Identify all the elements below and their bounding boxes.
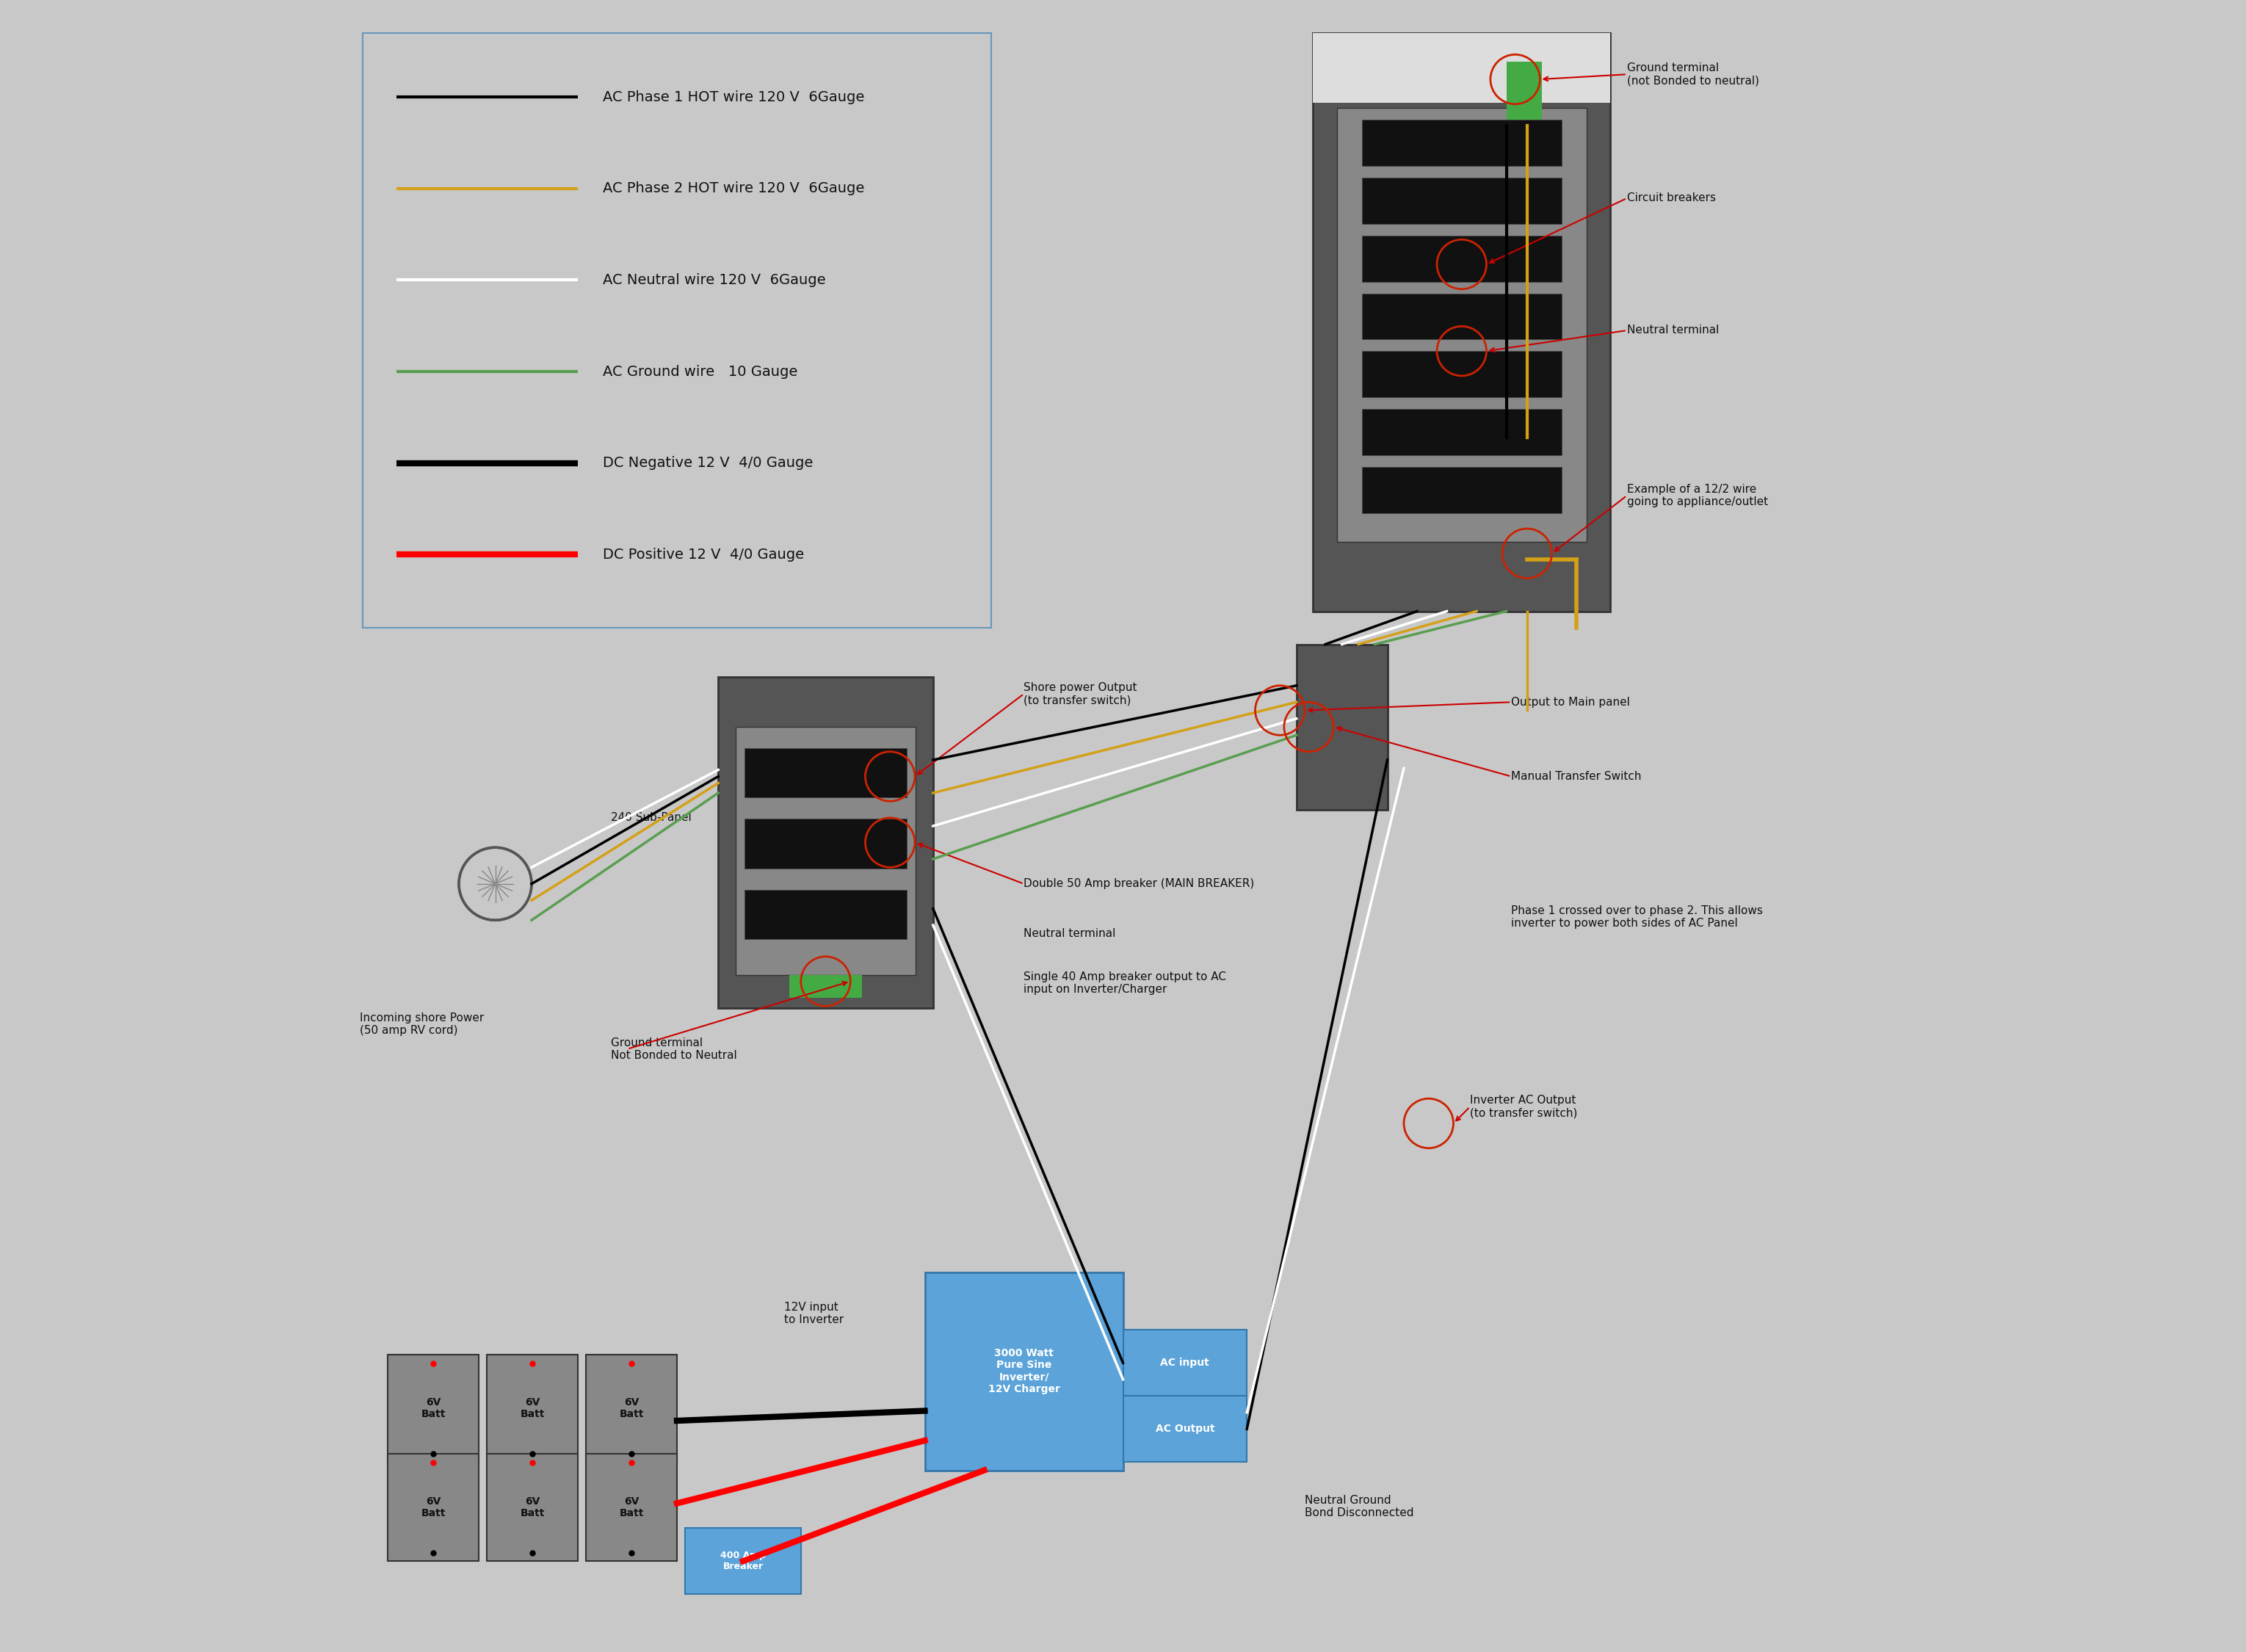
Bar xyxy=(743,890,907,940)
Text: AC Neutral wire 120 V  6Gauge: AC Neutral wire 120 V 6Gauge xyxy=(602,273,827,287)
Text: 6V
Batt: 6V Batt xyxy=(420,1398,445,1419)
FancyBboxPatch shape xyxy=(364,33,990,628)
Text: AC Output: AC Output xyxy=(1154,1424,1215,1434)
Text: AC Phase 2 HOT wire 120 V  6Gauge: AC Phase 2 HOT wire 120 V 6Gauge xyxy=(602,182,865,195)
Bar xyxy=(685,1528,802,1594)
Text: Example of a 12/2 wire
going to appliance/outlet: Example of a 12/2 wire going to applianc… xyxy=(1626,484,1768,507)
Bar xyxy=(1361,178,1561,223)
Text: Double 50 Amp breaker (MAIN BREAKER): Double 50 Amp breaker (MAIN BREAKER) xyxy=(1024,879,1256,889)
Text: 240 Sub-Panel: 240 Sub-Panel xyxy=(611,813,692,823)
Bar xyxy=(1361,468,1561,512)
Text: Neutral terminal: Neutral terminal xyxy=(1024,928,1116,938)
Bar xyxy=(1361,294,1561,340)
Text: DC Negative 12 V  4/0 Gauge: DC Negative 12 V 4/0 Gauge xyxy=(602,456,813,471)
Bar xyxy=(586,1454,676,1561)
Bar xyxy=(743,819,907,869)
Text: 6V
Batt: 6V Batt xyxy=(521,1497,546,1518)
Text: Single 40 Amp breaker output to AC
input on Inverter/Charger: Single 40 Amp breaker output to AC input… xyxy=(1024,971,1226,995)
Text: Shore power Output
(to transfer switch): Shore power Output (to transfer switch) xyxy=(1024,682,1136,705)
Text: 400 Amp
Breaker: 400 Amp Breaker xyxy=(721,1551,766,1571)
Text: Neutral terminal: Neutral terminal xyxy=(1626,325,1718,335)
Text: Manual Transfer Switch: Manual Transfer Switch xyxy=(1512,771,1642,781)
Text: Ground terminal
Not Bonded to Neutral: Ground terminal Not Bonded to Neutral xyxy=(611,1037,737,1061)
Bar xyxy=(1361,352,1561,396)
Text: 6V
Batt: 6V Batt xyxy=(620,1398,645,1419)
Text: 6V
Batt: 6V Batt xyxy=(521,1398,546,1419)
Bar xyxy=(1361,236,1561,281)
Bar xyxy=(743,748,907,798)
Text: Ground terminal
(not Bonded to neutral): Ground terminal (not Bonded to neutral) xyxy=(1626,63,1759,86)
Bar xyxy=(389,1454,478,1561)
Bar xyxy=(1123,1330,1247,1396)
Bar xyxy=(1314,33,1610,611)
Bar xyxy=(487,1355,577,1462)
Text: AC Phase 1 HOT wire 120 V  6Gauge: AC Phase 1 HOT wire 120 V 6Gauge xyxy=(602,91,865,104)
Text: Output to Main panel: Output to Main panel xyxy=(1512,697,1631,707)
Bar xyxy=(925,1272,1123,1470)
Text: 6V
Batt: 6V Batt xyxy=(420,1497,445,1518)
Bar xyxy=(719,677,932,1008)
Bar xyxy=(1507,61,1543,121)
Bar xyxy=(1361,121,1561,165)
Text: AC input: AC input xyxy=(1161,1358,1208,1368)
Text: AC Ground wire   10 Gauge: AC Ground wire 10 Gauge xyxy=(602,365,797,378)
Text: 6V
Batt: 6V Batt xyxy=(620,1497,645,1518)
Bar xyxy=(734,727,916,975)
Text: DC Positive 12 V  4/0 Gauge: DC Positive 12 V 4/0 Gauge xyxy=(602,547,804,562)
Text: Inverter AC Output
(to transfer switch): Inverter AC Output (to transfer switch) xyxy=(1469,1095,1577,1118)
Bar xyxy=(1314,33,1610,102)
Text: Circuit breakers: Circuit breakers xyxy=(1626,193,1716,203)
Bar xyxy=(487,1454,577,1561)
Text: 12V input
to Inverter: 12V input to Inverter xyxy=(784,1302,844,1325)
Bar xyxy=(1361,410,1561,454)
Text: Phase 1 crossed over to phase 2. This allows
inverter to power both sides of AC : Phase 1 crossed over to phase 2. This al… xyxy=(1512,905,1763,928)
Bar xyxy=(791,975,862,998)
Bar xyxy=(586,1355,676,1462)
Bar xyxy=(1123,1396,1247,1462)
Text: 3000 Watt
Pure Sine
Inverter/
12V Charger: 3000 Watt Pure Sine Inverter/ 12V Charge… xyxy=(988,1348,1060,1394)
Text: Incoming shore Power
(50 amp RV cord): Incoming shore Power (50 amp RV cord) xyxy=(359,1013,485,1036)
Bar xyxy=(1296,644,1388,809)
Bar xyxy=(1336,109,1586,542)
Text: Neutral Ground
Bond Disconnected: Neutral Ground Bond Disconnected xyxy=(1305,1495,1413,1518)
Bar xyxy=(389,1355,478,1462)
